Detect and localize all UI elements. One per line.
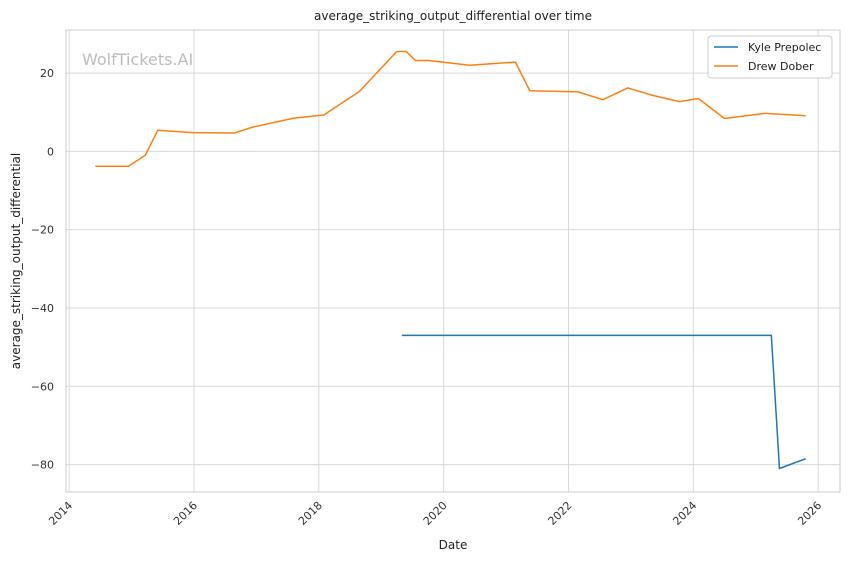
chart-title: average_striking_output_differential ove… [314,9,592,23]
y-axis-title: average_striking_output_differential [9,153,23,369]
y-tick-label: −40 [31,302,54,315]
plot-frame [65,29,841,493]
y-tick-label: 0 [47,145,54,158]
x-axis-title: Date [439,538,468,552]
y-tick-label: −20 [31,224,54,237]
series-line-kyle-prepolec [401,334,806,470]
y-tick-label: 20 [40,67,54,80]
watermark: WolfTickets.AI [82,50,193,69]
series-line-drew-dober [95,50,806,167]
legend-box [707,35,833,79]
y-tick-label: −60 [31,380,54,393]
y-tick-label: −80 [31,459,54,472]
legend-label-drew-dober: Drew Dober [748,60,814,73]
legend: Kyle Prepolec Drew Dober [707,35,833,79]
y-axis-ticks: −80 −60 −40 −20 0 20 [31,67,54,472]
legend-label-kyle-prepolec: Kyle Prepolec [748,41,821,54]
series-lines [95,50,806,470]
